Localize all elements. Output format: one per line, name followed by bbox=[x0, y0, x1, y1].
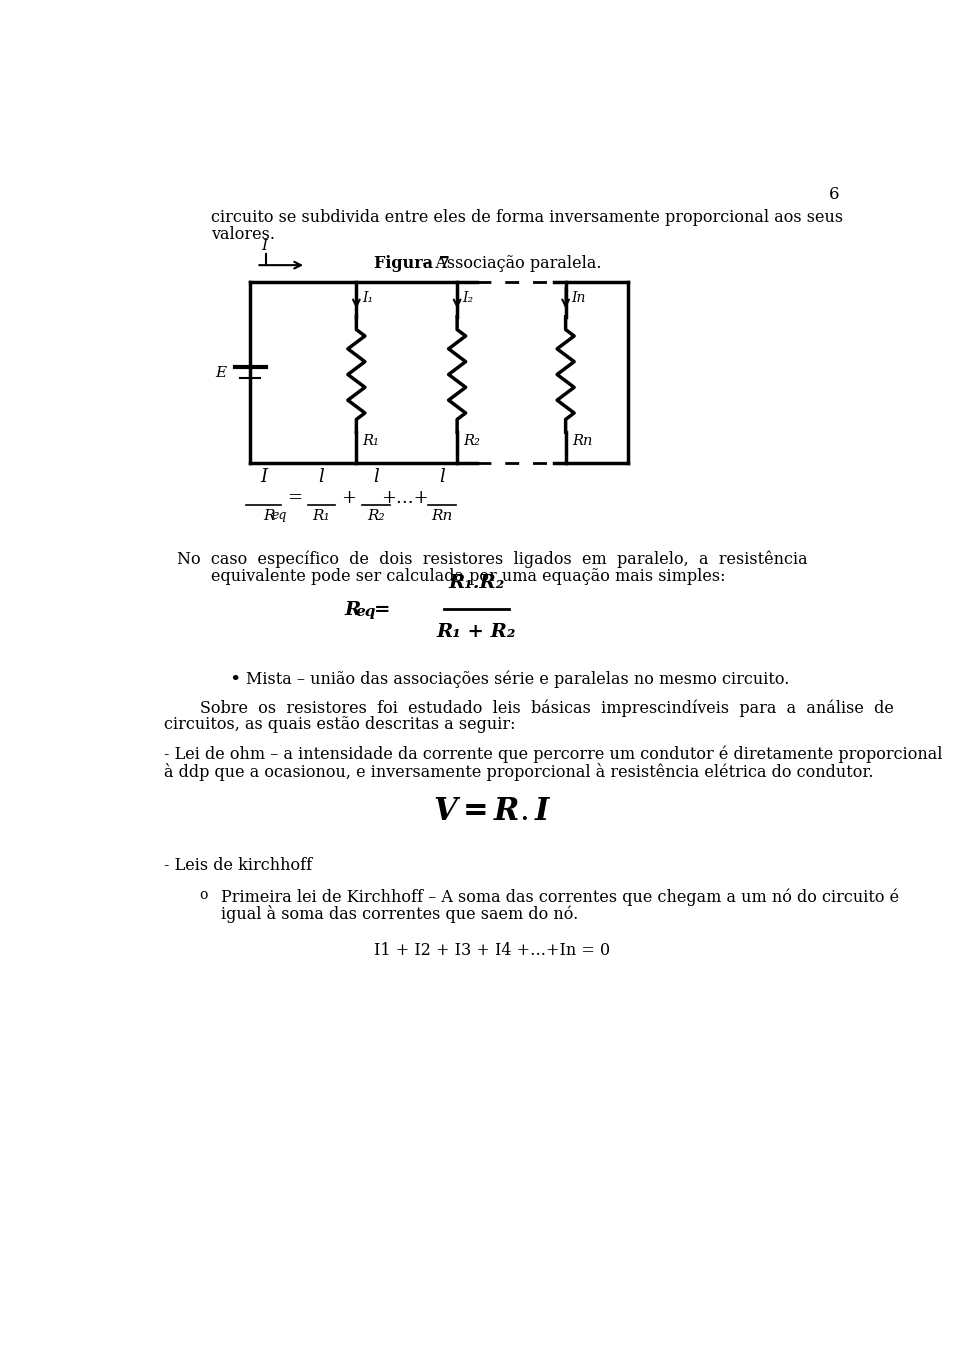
Text: Rn: Rn bbox=[572, 434, 592, 448]
Text: =: = bbox=[374, 601, 391, 620]
Text: I: I bbox=[261, 238, 267, 253]
Text: 6: 6 bbox=[828, 186, 839, 203]
Text: +...+: +...+ bbox=[381, 489, 429, 507]
Text: Rn: Rn bbox=[431, 509, 452, 523]
Text: o: o bbox=[200, 888, 208, 902]
Text: valores.: valores. bbox=[211, 226, 276, 242]
Text: =: = bbox=[287, 489, 301, 507]
Text: circuitos, as quais estão descritas a seguir:: circuitos, as quais estão descritas a se… bbox=[164, 716, 516, 734]
Text: Mista – união das associações série e paralelas no mesmo circuito.: Mista – união das associações série e pa… bbox=[246, 671, 789, 689]
Text: circuito se subdivida entre eles de forma inversamente proporcional aos seus: circuito se subdivida entre eles de form… bbox=[211, 209, 844, 226]
Text: In: In bbox=[571, 290, 586, 305]
Text: eq: eq bbox=[272, 509, 287, 522]
Text: I: I bbox=[260, 468, 267, 486]
Text: – Associação paralela.: – Associação paralela. bbox=[417, 255, 601, 272]
Text: I1 + I2 + I3 + I4 +…+In = 0: I1 + I2 + I3 + I4 +…+In = 0 bbox=[374, 942, 610, 958]
Text: Figura 7: Figura 7 bbox=[374, 255, 450, 272]
Text: R₁.R₂: R₁.R₂ bbox=[448, 574, 505, 591]
Text: l: l bbox=[439, 468, 444, 486]
Text: I₂: I₂ bbox=[463, 290, 473, 305]
Text: Sobre  os  resistores  foi  estudado  leis  básicas  imprescindíveis  para  a  a: Sobre os resistores foi estudado leis bá… bbox=[164, 700, 894, 717]
Text: I₁: I₁ bbox=[362, 290, 372, 305]
Text: à ddp que a ocasionou, e inversamente proporcional à resistência elétrica do con: à ddp que a ocasionou, e inversamente pr… bbox=[164, 763, 874, 780]
Text: igual à soma das correntes que saem do nó.: igual à soma das correntes que saem do n… bbox=[221, 905, 578, 923]
Text: eq: eq bbox=[355, 605, 376, 619]
Text: •: • bbox=[229, 671, 240, 689]
Text: E: E bbox=[215, 366, 227, 379]
Text: - Lei de ohm – a intensidade da corrente que percorre um condutor é diretamente : - Lei de ohm – a intensidade da corrente… bbox=[164, 746, 943, 763]
Text: R₂: R₂ bbox=[367, 509, 385, 523]
Text: +: + bbox=[341, 489, 356, 507]
Text: R₁: R₁ bbox=[313, 509, 330, 523]
Text: R₂: R₂ bbox=[464, 434, 480, 448]
Text: R₁ + R₂: R₁ + R₂ bbox=[437, 623, 516, 641]
Text: equivalente pode ser calculada por uma equação mais simples:: equivalente pode ser calculada por uma e… bbox=[211, 568, 726, 585]
Text: R₁: R₁ bbox=[363, 434, 379, 448]
Text: - Leis de kirchhoff: - Leis de kirchhoff bbox=[164, 857, 312, 875]
Text: l: l bbox=[372, 468, 378, 486]
Text: R: R bbox=[263, 509, 275, 523]
Text: No  caso  específico  de  dois  resistores  ligados  em  paralelo,  a  resistênc: No caso específico de dois resistores li… bbox=[177, 550, 807, 568]
Text: l: l bbox=[319, 468, 324, 486]
Text: R: R bbox=[345, 601, 361, 620]
Text: Primeira lei de Kirchhoff – A soma das correntes que chegam a um nó do circuito : Primeira lei de Kirchhoff – A soma das c… bbox=[221, 888, 899, 905]
Text: $\boldsymbol{V = R.I}$: $\boldsymbol{V = R.I}$ bbox=[433, 795, 551, 827]
